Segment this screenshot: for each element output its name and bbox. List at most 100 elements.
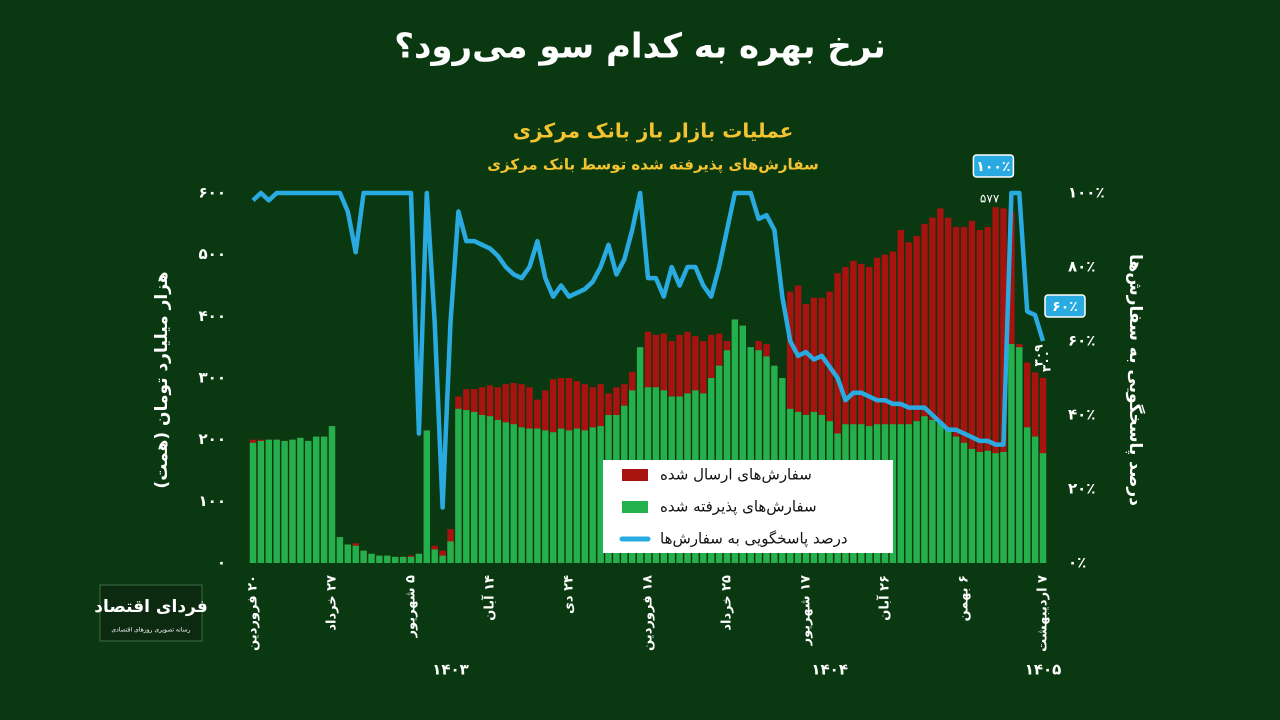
bar <box>897 424 904 563</box>
bar <box>889 251 897 564</box>
bar <box>463 410 470 563</box>
bar <box>945 217 952 563</box>
bar <box>834 273 841 563</box>
bar <box>352 545 359 563</box>
x-tick-label: ۲۶ آبان <box>876 575 893 621</box>
year-label: ۱۴۰۴ <box>811 661 848 679</box>
bar <box>1024 427 1031 563</box>
y2-tick-label: ۰٪ <box>1068 554 1086 572</box>
bar <box>929 419 936 563</box>
bar <box>344 544 351 563</box>
bar <box>289 439 296 563</box>
bar <box>502 422 509 563</box>
y2-tick-label: ۸۰٪ <box>1068 258 1095 276</box>
bar <box>550 432 557 563</box>
legend-label: سفارش‌های ارسال شده <box>660 466 812 484</box>
logo-title: فردای اقتصاد <box>94 597 208 617</box>
y-axis-title: هزار میلیارد تومان (همت) <box>152 271 172 488</box>
bar <box>257 440 265 563</box>
bar <box>384 555 391 563</box>
logo-tagline: رسانه تصویری روزهای اقتصادی <box>111 627 190 634</box>
bar <box>723 350 731 563</box>
bar <box>739 325 746 563</box>
plot-area: ۰ ۱۰۰ ۲۰۰ ۳۰۰ ۴۰۰ ۵۰۰ ۶۰۰ ۰٪ ۲۰٪ ۴۰٪ ۶۰٪ ۸۰٪ ۱۰۰٪ ۲۰ … <box>199 154 1105 679</box>
y-tick-label: ۴۰۰ <box>199 307 226 325</box>
x-tick-label: ۲۰ فروردین <box>246 575 261 651</box>
bar <box>992 207 999 563</box>
bar <box>1000 452 1007 563</box>
year-label: ۱۴۰۵ <box>1025 661 1062 679</box>
bar <box>399 556 407 563</box>
bar <box>755 350 762 563</box>
bar <box>510 424 517 563</box>
x-tick-label: ۱۷ شهریور <box>799 575 814 646</box>
bar <box>992 453 999 563</box>
legend-swatch <box>622 469 648 481</box>
bar <box>866 267 873 563</box>
y-tick-label: ۶۰۰ <box>199 184 226 202</box>
bar <box>320 436 328 563</box>
data-label: ۳۰۹ <box>1032 344 1046 367</box>
legend-box <box>603 460 893 553</box>
bar <box>976 452 983 563</box>
x-tick-label: ۱۴ آبان <box>481 575 498 621</box>
bar <box>636 347 644 563</box>
line <box>251 190 1046 510</box>
bar <box>952 226 960 563</box>
bar <box>573 428 581 563</box>
bar <box>913 421 920 563</box>
y2-tick-label: ۱۰۰٪ <box>1068 184 1105 202</box>
bar <box>858 263 865 563</box>
bar <box>850 260 857 563</box>
bar <box>486 416 494 563</box>
bar <box>960 442 968 563</box>
bar <box>581 430 588 563</box>
callout-box <box>1044 294 1086 318</box>
bar <box>565 430 573 563</box>
callout-box <box>972 154 1015 178</box>
y2-tick-label: ۶۰٪ <box>1068 332 1095 350</box>
bar <box>557 428 565 563</box>
bar <box>731 319 739 563</box>
chart-subtitle: عملیات بازار باز بانک مرکزی <box>513 119 794 143</box>
bar <box>392 556 399 563</box>
bar <box>873 257 881 563</box>
year-label: ۱۴۰۳ <box>432 661 469 679</box>
bar <box>968 220 976 563</box>
y-tick-label: ۵۰۰ <box>199 245 226 263</box>
bar <box>273 439 280 563</box>
x-tick-label: ۶ بهمن <box>957 575 972 621</box>
bar <box>913 236 920 563</box>
bar <box>984 226 991 563</box>
legend-swatch <box>622 501 648 513</box>
x-tick-label: ۲۷ خرداد <box>325 575 340 631</box>
chart-title: نرخ بهره به کدام سو می‌رود؟ <box>394 27 886 67</box>
bar <box>1039 453 1047 563</box>
y2-tick-label: ۲۰٪ <box>1068 480 1095 498</box>
bar <box>423 430 430 563</box>
bar <box>431 549 438 563</box>
bar <box>368 553 375 563</box>
bar <box>478 415 486 563</box>
bar <box>249 442 257 563</box>
bar <box>937 208 944 563</box>
bar <box>494 419 502 563</box>
bar <box>376 555 383 563</box>
bar <box>842 267 849 563</box>
bar <box>336 537 344 563</box>
bar <box>945 427 952 563</box>
legend: سفارش‌های ارسال شده سفارش‌های پذیرفته شده… <box>603 460 893 553</box>
bar <box>1008 344 1015 563</box>
y-tick-label: ۱۰۰ <box>199 492 226 510</box>
data-label: ۳۰۰ <box>1040 350 1054 372</box>
bar <box>905 242 912 564</box>
bar <box>305 440 312 563</box>
bar <box>265 439 272 563</box>
x-tick-label: ۱۸ فروردین <box>641 575 656 651</box>
legend-label: سفارش‌های پذیرفته شده <box>660 498 817 517</box>
y2-tick-label: ۴۰٪ <box>1068 406 1095 424</box>
y2-axis-title: درصد پاسخگویی به سفارش‌ها <box>1125 254 1146 506</box>
bar <box>447 541 454 563</box>
bar <box>415 553 423 563</box>
